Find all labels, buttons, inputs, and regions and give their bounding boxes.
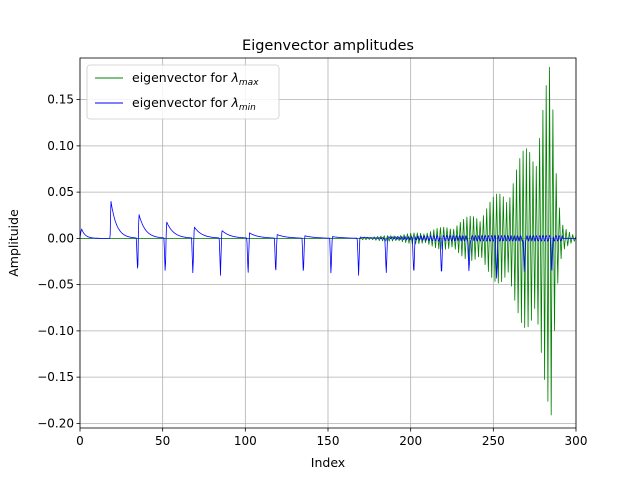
legend-label-min-subscript: min: [239, 103, 256, 113]
legend-box: [86, 64, 280, 120]
x-tick-label: 100: [234, 434, 257, 448]
legend-label-min-prefix: eigenvector for: [132, 95, 232, 110]
y-axis-label: Amplituide: [6, 209, 21, 277]
axis-ticks: 0 50 100 150 200 250 300 −0.20 −0.15 −0.10 −0.05 0.…: [37, 93, 587, 448]
y-tick-label: 0.10: [47, 139, 74, 153]
legend-label-min-symbol: λ: [231, 95, 239, 110]
legend-label-max-subscript: max: [239, 78, 259, 88]
y-tick-label: 0.15: [47, 93, 74, 107]
y-tick-label: −0.20: [37, 416, 74, 430]
x-tick-label: 200: [399, 434, 422, 448]
x-tick-label: 0: [76, 434, 84, 448]
y-tick-label: −0.05: [37, 278, 74, 292]
legend-label-max-prefix: eigenvector for: [132, 70, 232, 85]
x-axis-label: Index: [311, 455, 345, 470]
y-tick-label: −0.10: [37, 324, 74, 338]
x-tick-label: 250: [482, 434, 505, 448]
x-tick-label: 300: [565, 434, 588, 448]
y-tick-label: 0.05: [47, 185, 74, 199]
x-tick-label: 50: [155, 434, 170, 448]
y-tick-label: 0.00: [47, 231, 74, 245]
x-tick-label: 150: [317, 434, 340, 448]
legend: eigenvector for λmax eigenvector for λmi…: [86, 64, 280, 120]
legend-label-min: eigenvector for λmin: [132, 95, 256, 113]
series-line-lambda-min: [80, 200, 576, 279]
legend-label-max-symbol: λ: [231, 70, 239, 85]
chart-title: Eigenvector amplitudes: [242, 38, 414, 54]
y-tick-label: −0.15: [37, 370, 74, 384]
legend-label-max: eigenvector for λmax: [132, 70, 259, 88]
